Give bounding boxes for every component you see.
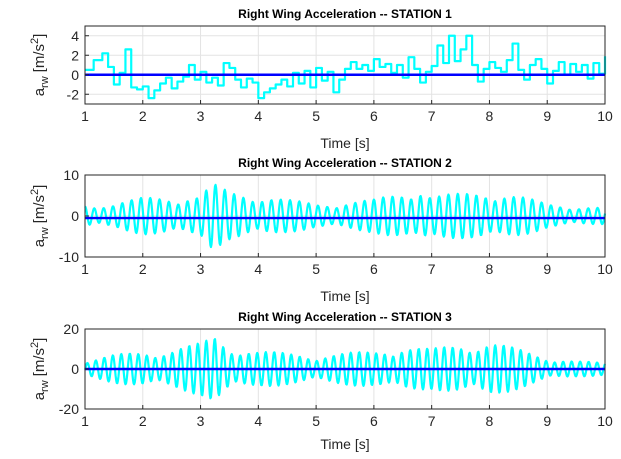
y-tick-label: 0 [71, 361, 79, 377]
x-tick-label: 5 [312, 261, 320, 277]
y-tick-label: -2 [67, 86, 80, 102]
x-axis-label-station-3: Time [s] [320, 436, 369, 452]
x-tick-label: 10 [597, 413, 613, 429]
x-tick-label: 3 [197, 261, 205, 277]
acceleration-series-line [84, 183, 607, 249]
yticks-station-3: -20 0 20 [59, 321, 89, 417]
series-station-2 [84, 183, 607, 249]
x-tick-label: 2 [139, 413, 147, 429]
x-tick-label: 9 [543, 413, 551, 429]
plot-title-station-3: Right Wing Acceleration -- STATION 3 [238, 310, 452, 324]
xticks-station-3: 1 2 3 4 5 6 7 8 9 10 [81, 405, 613, 429]
x-tick-label: 6 [370, 261, 378, 277]
x-tick-label: 8 [486, 413, 494, 429]
y-tick-label: 10 [63, 167, 79, 183]
y-tick-label: 4 [71, 28, 79, 44]
subplot-station-2: Right Wing Acceleration -- STATION 2 -10… [29, 156, 613, 304]
axes-box-station-1 [84, 25, 606, 105]
y-axis-label-station-3: arw[m/s2] [29, 338, 51, 401]
x-tick-label: 3 [197, 108, 205, 124]
x-tick-label: 6 [370, 108, 378, 124]
x-tick-label: 7 [428, 108, 436, 124]
x-tick-label: 10 [597, 108, 613, 124]
x-tick-label: 7 [428, 413, 436, 429]
x-tick-label: 1 [81, 413, 89, 429]
series-station-3 [83, 338, 607, 400]
series-station-1 [85, 34, 607, 100]
plot-area-station-1 [85, 26, 605, 104]
x-tick-label: 1 [81, 261, 89, 277]
x-tick-label: 3 [197, 413, 205, 429]
x-tick-label: 2 [139, 261, 147, 277]
subplot-station-1: Right Wing Acceleration -- STATION 1 -2 0… [29, 7, 613, 151]
x-tick-label: 7 [428, 261, 436, 277]
y-axis-label-station-2: arw[m/s2] [29, 185, 51, 248]
x-tick-label: 10 [597, 261, 613, 277]
subplot-station-3: Right Wing Acceleration -- STATION 3 -20… [29, 310, 613, 452]
x-tick-label: 4 [254, 413, 262, 429]
x-tick-label: 9 [543, 261, 551, 277]
x-tick-label: 5 [312, 413, 320, 429]
x-tick-label: 4 [254, 108, 262, 124]
yticks-station-1: -2 0 2 4 [67, 28, 89, 102]
y-tick-label: 0 [71, 208, 79, 224]
yticks-station-2: -10 0 10 [59, 167, 89, 265]
plot-title-station-2: Right Wing Acceleration -- STATION 2 [238, 156, 452, 170]
plot-title-station-1: Right Wing Acceleration -- STATION 1 [238, 7, 452, 21]
y-tick-label: 2 [71, 47, 79, 63]
acceleration-series-line [83, 338, 607, 400]
x-tick-label: 6 [370, 413, 378, 429]
x-tick-label: 8 [486, 261, 494, 277]
y-axis-label-station-1: arw[m/s2] [29, 34, 51, 97]
x-tick-label: 2 [139, 108, 147, 124]
xticks-station-1: 1 2 3 4 5 6 7 8 9 10 [81, 100, 613, 124]
y-tick-label: 0 [71, 67, 79, 83]
acceleration-series-line [85, 34, 607, 100]
x-tick-label: 5 [312, 108, 320, 124]
x-axis-label-station-2: Time [s] [320, 288, 369, 304]
y-tick-label: 20 [63, 321, 79, 337]
x-tick-label: 1 [81, 108, 89, 124]
x-tick-label: 9 [543, 108, 551, 124]
y-tick-label: -10 [59, 249, 79, 265]
x-tick-label: 8 [486, 108, 494, 124]
y-tick-label: -20 [59, 401, 79, 417]
xticks-station-2: 1 2 3 4 5 6 7 8 9 10 [81, 253, 613, 277]
x-axis-label-station-1: Time [s] [320, 135, 369, 151]
x-tick-label: 4 [254, 261, 262, 277]
